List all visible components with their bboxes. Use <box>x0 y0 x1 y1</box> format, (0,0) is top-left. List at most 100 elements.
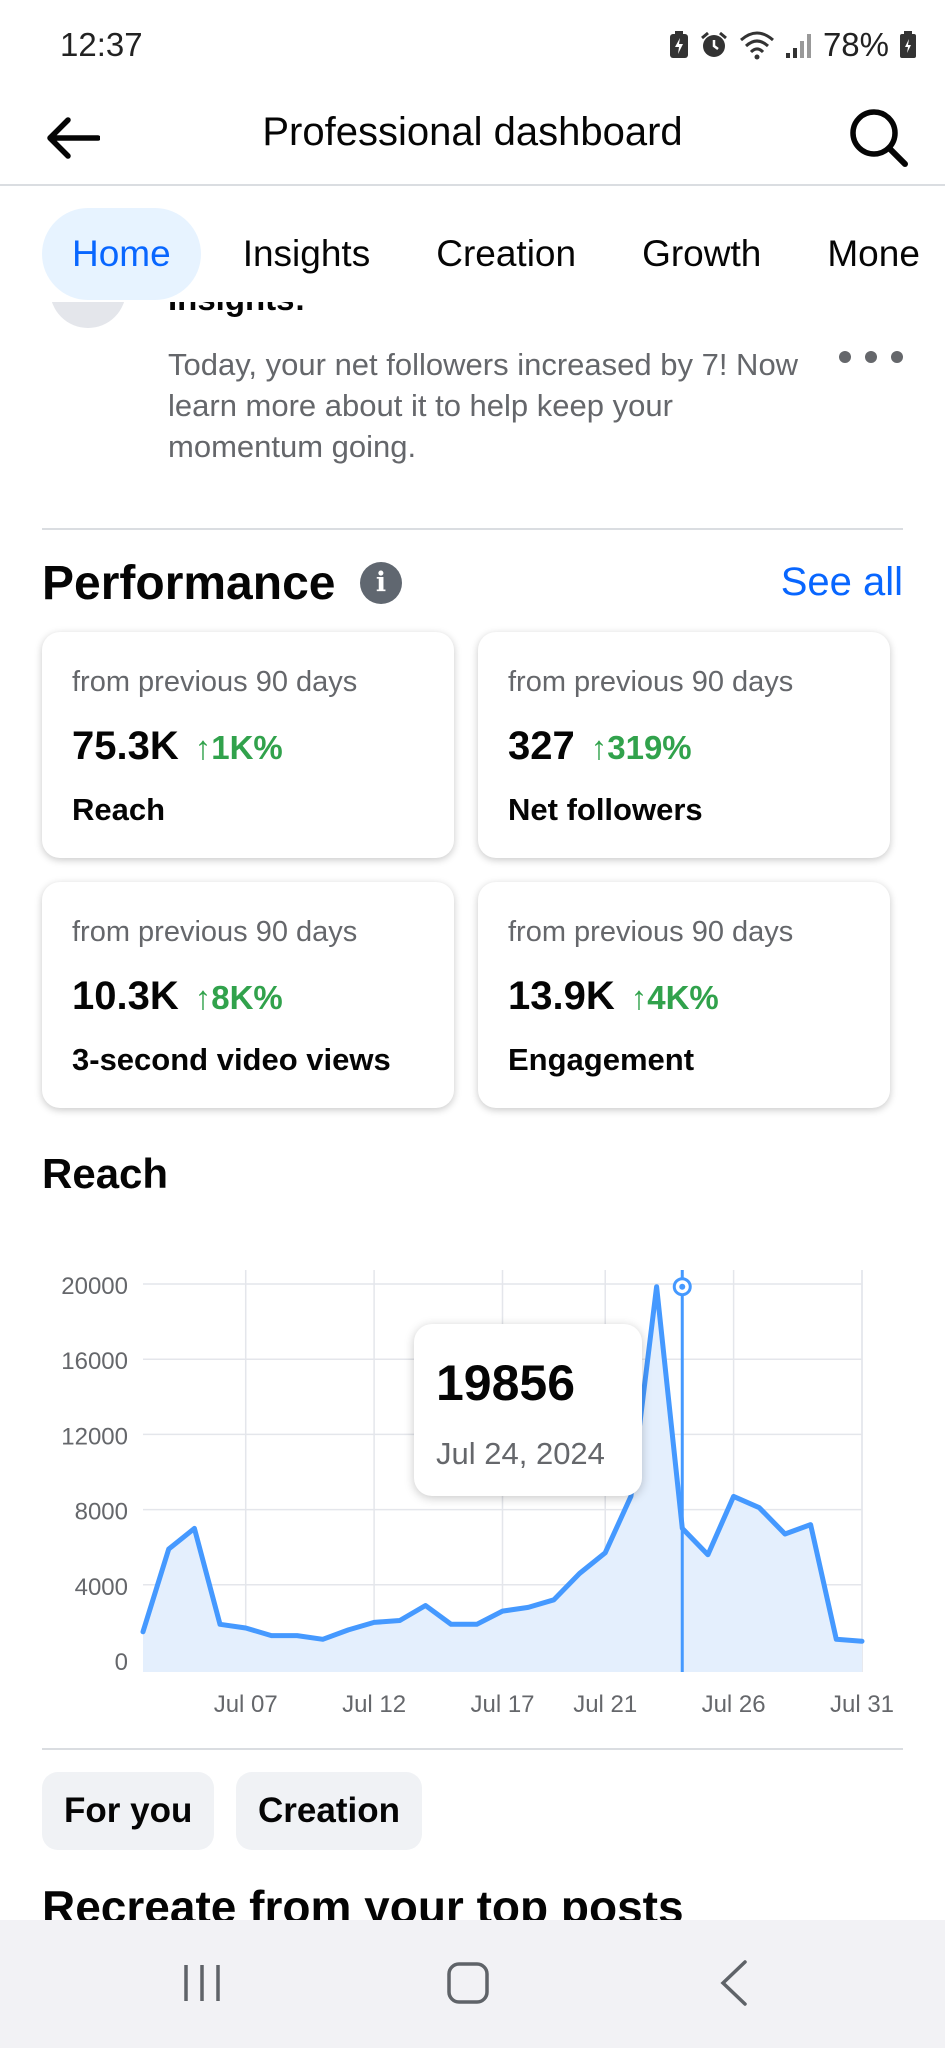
tab-growth[interactable]: Growth <box>642 233 762 274</box>
metric-label: 3-second video views <box>72 1042 391 1077</box>
status-bar: 12:37 78% <box>0 0 945 90</box>
see-all-link[interactable]: See all <box>780 560 903 604</box>
metric-value: 10.3K <box>72 974 179 1018</box>
data-point <box>372 1620 376 1624</box>
data-point <box>218 1622 222 1626</box>
section-divider <box>42 528 903 530</box>
metric-row: 10.3K ↑8K% <box>72 974 283 1019</box>
x-tick-label: Jul 31 <box>830 1691 894 1718</box>
metric-card-engagement[interactable]: from previous 90 days 13.9K ↑4K% Engagem… <box>478 882 890 1108</box>
metric-value: 13.9K <box>508 974 615 1018</box>
data-point <box>398 1619 402 1623</box>
data-point <box>834 1637 838 1641</box>
reach-title: Reach <box>42 1150 169 1197</box>
tab-bar: Home Insights Creation Growth Mone <box>0 206 945 302</box>
data-point <box>783 1532 787 1536</box>
metric-value: 75.3K <box>72 724 179 768</box>
battery-icon <box>899 31 917 59</box>
data-point <box>603 1551 607 1555</box>
x-tick-label: Jul 07 <box>214 1691 278 1718</box>
metric-period: from previous 90 days <box>508 666 794 698</box>
performance-title: Performance <box>42 557 336 610</box>
signal-icon <box>785 31 813 59</box>
metric-period: from previous 90 days <box>72 666 358 698</box>
metric-card-reach[interactable]: from previous 90 days 75.3K ↑1K% Reach <box>42 632 454 858</box>
recent-apps-button[interactable] <box>162 1948 242 2018</box>
tooltip-date: Jul 24, 2024 <box>436 1436 605 1471</box>
status-time: 12:37 <box>60 26 143 63</box>
tab-monetization[interactable]: Mone <box>827 233 920 274</box>
data-point <box>809 1523 813 1527</box>
metric-row: 75.3K ↑1K% <box>72 724 283 769</box>
status-icons: 78% <box>669 26 917 64</box>
system-nav-bar <box>0 1920 945 2048</box>
data-point <box>475 1622 479 1626</box>
y-tick-label: 16000 <box>61 1348 128 1375</box>
home-button[interactable] <box>428 1948 508 2018</box>
insight-notification[interactable]: Insights: Today, your net followers incr… <box>0 302 945 528</box>
data-point <box>423 1603 427 1607</box>
section-divider <box>42 1748 903 1750</box>
data-point <box>321 1637 325 1641</box>
data-point <box>732 1494 736 1498</box>
wifi-icon <box>739 30 775 60</box>
y-tick-label: 4000 <box>75 1574 128 1601</box>
back-arrow-icon <box>47 117 100 159</box>
metric-card-video-views[interactable]: from previous 90 days 10.3K ↑8K% 3-secon… <box>42 882 454 1108</box>
data-point <box>706 1553 710 1557</box>
metric-label: Reach <box>72 792 166 827</box>
app-header: Professional dashboard <box>0 90 945 186</box>
metric-period: from previous 90 days <box>508 916 794 948</box>
metric-change: ↑1K% <box>194 729 283 766</box>
insight-heading: Insights: <box>168 302 306 318</box>
tab-creation[interactable]: Creation <box>436 233 577 274</box>
alarm-icon <box>699 30 729 60</box>
data-point <box>269 1634 273 1638</box>
search-button[interactable] <box>841 100 917 176</box>
data-point <box>244 1626 248 1630</box>
reach-chart[interactable]: 0 4000 8000 12000 16000 20000 Jul 07 Jul 12 Jul … <box>0 1240 945 1730</box>
search-icon <box>850 109 908 167</box>
x-tick-label: Jul 26 <box>702 1691 766 1718</box>
battery-saver-icon <box>669 31 689 59</box>
y-tick-label: 0 <box>115 1649 128 1676</box>
chart-tooltip: 19856 Jul 24, 2024 <box>414 1324 642 1496</box>
data-point <box>295 1634 299 1638</box>
data-point <box>167 1547 171 1551</box>
metric-change: ↑8K% <box>194 979 283 1016</box>
system-back-button[interactable] <box>694 1948 774 2018</box>
metric-card-net-followers[interactable]: from previous 90 days 327 ↑319% Net foll… <box>478 632 890 858</box>
info-icon[interactable]: i <box>360 562 402 604</box>
metric-label: Engagement <box>508 1042 695 1077</box>
metric-row: 13.9K ↑4K% <box>508 974 719 1019</box>
battery-percent: 78% <box>822 26 889 63</box>
tab-home[interactable]: Home <box>42 208 201 300</box>
metric-period: from previous 90 days <box>72 916 358 948</box>
chip-for-you[interactable]: For you <box>42 1772 215 1850</box>
chip-creation[interactable]: Creation <box>236 1772 422 1850</box>
data-point <box>346 1628 350 1632</box>
data-point <box>757 1506 761 1510</box>
home-icon <box>447 1962 489 2004</box>
data-point <box>526 1605 530 1609</box>
tooltip-value: 19856 <box>436 1355 576 1411</box>
metric-change: ↑319% <box>590 729 692 766</box>
metric-value: 327 <box>508 724 575 768</box>
back-icon <box>720 1960 747 2006</box>
series-line <box>140 1284 865 1644</box>
metric-label: Net followers <box>508 792 703 827</box>
x-tick-label: Jul 21 <box>573 1691 637 1718</box>
back-button[interactable] <box>40 108 104 168</box>
x-tick-label: Jul 17 <box>470 1691 534 1718</box>
data-point <box>192 1526 196 1530</box>
y-tick-label: 12000 <box>61 1423 128 1450</box>
tab-insights[interactable]: Insights <box>242 233 371 274</box>
x-tick-label: Jul 12 <box>342 1691 406 1718</box>
data-point <box>552 1598 556 1602</box>
y-tick-label: 20000 <box>61 1273 128 1300</box>
insight-avatar <box>50 302 126 328</box>
highlight-point-core <box>679 1283 686 1290</box>
more-options-icon[interactable] <box>839 344 903 370</box>
y-tick-label: 8000 <box>75 1499 128 1526</box>
metric-row: 327 ↑319% <box>508 724 692 769</box>
